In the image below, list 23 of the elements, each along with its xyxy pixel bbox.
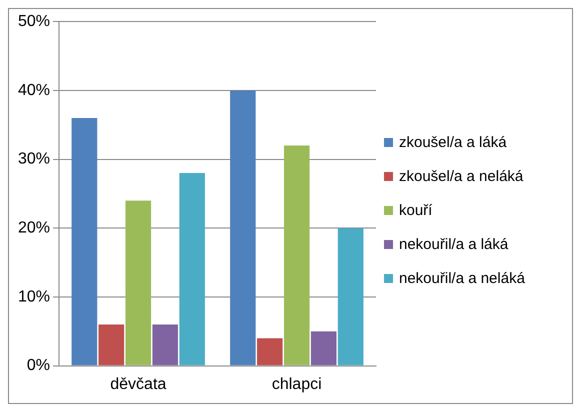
bar [72,118,98,366]
y-tick-label: 0% [26,357,50,374]
y-tick-label: 20% [18,220,50,237]
bar [257,338,283,366]
y-tick-label: 30% [18,150,50,168]
legend-label: zkoušel/a a neláká [399,167,524,187]
bar [284,146,310,366]
bar [310,331,336,366]
bar [230,90,256,366]
y-tick-label: 10% [18,288,50,306]
y-tick-label: 40% [18,82,50,99]
bar [179,173,205,366]
bar [98,324,124,366]
x-tick-label: chlapci [272,376,322,393]
legend-label: nekouřil/a a láká [399,235,508,255]
legend-label: zkoušel/a a láká [399,133,507,153]
y-tick-label: 50% [18,13,50,30]
x-tick-label: děvčata [110,376,166,393]
bar [152,324,178,366]
bar [125,200,152,366]
legend-label: nekouřil/a a neláká [399,269,525,289]
bar [338,228,364,366]
legend-label: kouří [399,201,432,221]
